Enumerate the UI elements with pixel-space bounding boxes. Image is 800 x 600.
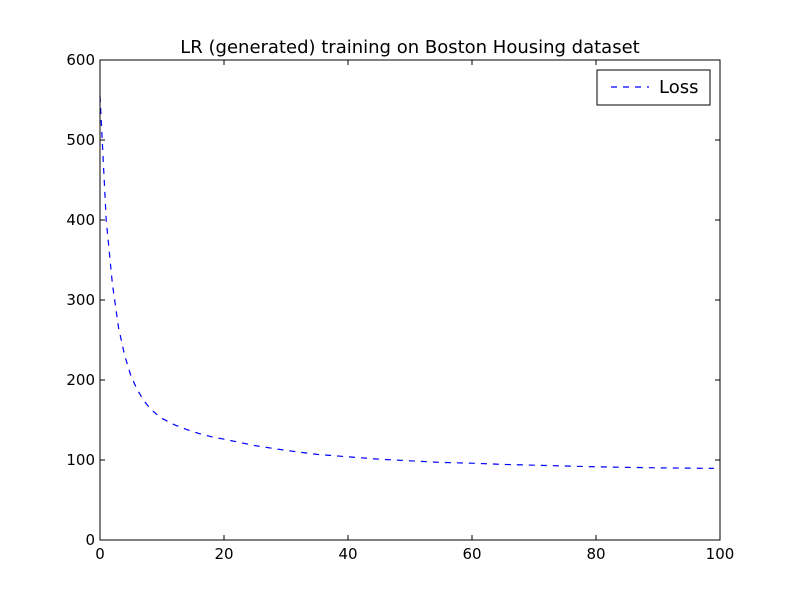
legend-label-loss: Loss xyxy=(659,77,698,98)
y-tick-label: 0 xyxy=(85,531,95,549)
legend: Loss xyxy=(596,69,711,106)
y-tick-label: 600 xyxy=(66,51,95,69)
x-tick-label: 100 xyxy=(706,545,735,563)
y-tick-label: 200 xyxy=(66,371,95,389)
y-tick-label: 400 xyxy=(66,211,95,229)
y-tick-label: 300 xyxy=(66,291,95,309)
x-axis: 0 20 40 60 80 100 xyxy=(95,60,734,563)
plot-frame xyxy=(99,59,721,541)
y-tick-label: 100 xyxy=(66,451,95,469)
y-axis: 0 100 200 300 400 500 600 xyxy=(66,51,720,549)
y-tick-label: 500 xyxy=(66,131,95,149)
series-line-loss xyxy=(99,95,714,469)
x-tick-label: 80 xyxy=(586,545,605,563)
x-tick-label: 20 xyxy=(214,545,233,563)
plot-area xyxy=(99,95,714,469)
x-tick-label: 60 xyxy=(462,545,481,563)
x-tick-label: 40 xyxy=(338,545,357,563)
chart-title: LR (generated) training on Boston Housin… xyxy=(180,37,639,58)
x-tick-label: 0 xyxy=(95,545,105,563)
